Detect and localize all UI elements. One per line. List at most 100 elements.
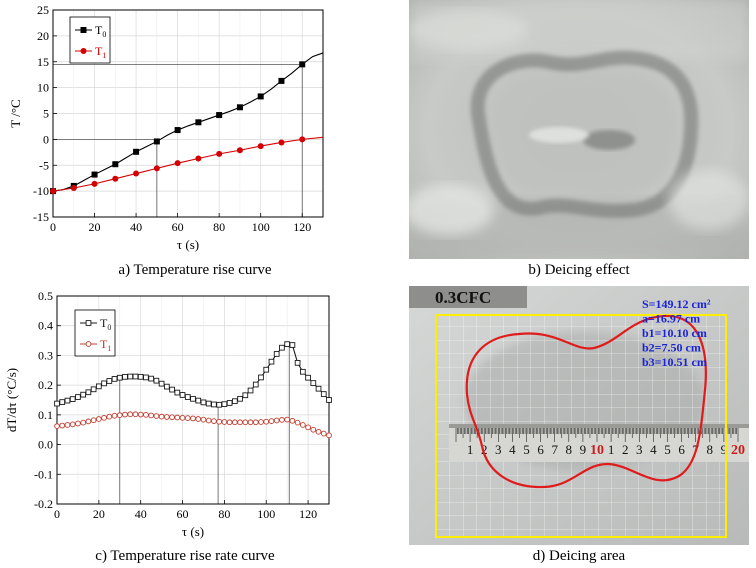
y-tick-label: 10: [37, 81, 49, 95]
data-point: [69, 396, 76, 402]
data-point: [122, 373, 128, 380]
data-point: [111, 412, 118, 419]
data-point: [80, 419, 87, 426]
data-point: [132, 411, 139, 418]
series-T1: [50, 136, 324, 195]
data-point: [273, 351, 280, 357]
legend-subscript: 0: [107, 323, 111, 332]
data-point: [91, 180, 98, 187]
data-point: [236, 104, 243, 111]
data-point: [148, 375, 155, 382]
ruler-label: 10: [590, 443, 604, 458]
sample-badge-bg: [409, 286, 527, 308]
y-tick-label: 20: [37, 29, 49, 43]
data-point: [153, 138, 160, 145]
data-point: [163, 383, 170, 390]
x-tick-label: 100: [257, 507, 275, 521]
data-point: [137, 411, 144, 418]
data-point: [258, 419, 264, 425]
data-point: [299, 136, 306, 143]
legend: T0 T1: [69, 16, 111, 64]
ruler-label: 4: [509, 442, 516, 457]
data-point: [294, 419, 301, 426]
y-tick-label: 0.3: [38, 348, 53, 362]
data-point: [75, 394, 81, 400]
data-point: [299, 61, 306, 68]
data-point: [132, 373, 139, 380]
data-point: [284, 341, 291, 347]
data-point: [247, 387, 254, 394]
x-tick-label: 120: [299, 507, 317, 521]
panel-a-chart: 0 20 40 60 80 100 120 -15 -10 -5 0 5 10 15 20 25 τ (s) T …: [0, 0, 340, 262]
legend-marker: [85, 320, 92, 326]
deicing-effect-image: [409, 0, 749, 259]
x-tick-label: 20: [93, 507, 105, 521]
data-point: [91, 171, 98, 178]
data-point: [80, 391, 87, 398]
data-point: [54, 400, 60, 407]
data-point: [70, 185, 77, 192]
data-point: [122, 411, 128, 418]
legend-box: [74, 309, 116, 357]
data-point: [294, 360, 301, 366]
data-point: [278, 139, 285, 146]
ruler-label: 1: [608, 442, 615, 457]
data-point: [289, 342, 296, 348]
data-point: [279, 344, 285, 351]
ruler-label: 6: [537, 442, 544, 457]
x-tick-label: 60: [177, 507, 189, 521]
series-line: [52, 136, 324, 192]
data-point: [190, 395, 196, 402]
y-tick-label: -5: [39, 158, 49, 172]
data-point: [64, 397, 71, 404]
area-stat: b1=10.10 cm: [642, 326, 707, 340]
ruler-label: 2: [481, 442, 488, 457]
area-stat: b3=10.51 cm: [642, 355, 707, 369]
data-point: [137, 373, 144, 380]
x-tick-label: 40: [135, 507, 147, 521]
data-point: [148, 412, 155, 419]
ruler-label: 7: [551, 442, 558, 457]
data-point: [90, 417, 97, 424]
data-point: [326, 397, 332, 403]
x-tick-label: 120: [293, 220, 311, 234]
data-point: [116, 374, 123, 381]
legend-box: [69, 16, 111, 64]
panel-c-chart: 0 20 40 60 80 100 120 -0.2 -0.1 0.0 0.1 0.2 0.3 0.4 0.…: [0, 282, 340, 546]
x-axis-label: τ (s): [182, 524, 204, 539]
ruler-label: 1: [467, 442, 474, 457]
ruler-label: 2: [622, 442, 629, 457]
x-tick-label: 20: [89, 220, 101, 234]
data-point: [95, 383, 102, 390]
data-point: [273, 417, 280, 424]
data-point: [299, 422, 306, 428]
data-point: [190, 415, 196, 422]
data-point: [237, 395, 243, 402]
data-point: [153, 165, 160, 172]
data-point: [153, 377, 160, 384]
data-point: [252, 419, 259, 426]
y-tick-label: -10: [33, 184, 49, 198]
data-point: [143, 374, 149, 381]
y-axis-label: T /°C: [8, 99, 23, 127]
data-point: [310, 380, 317, 386]
data-point: [242, 392, 249, 399]
data-point: [90, 386, 97, 393]
legend-marker: [85, 341, 92, 347]
y-tick-label: 15: [37, 55, 49, 69]
data-point: [305, 424, 311, 431]
data-point: [158, 413, 165, 420]
data-point: [320, 391, 327, 397]
y-tick-label: 0: [43, 132, 49, 146]
caption-d: d) Deicing area: [532, 548, 626, 564]
data-point: [226, 419, 233, 426]
data-point: [289, 417, 296, 424]
y-tick-label: 0.0: [38, 438, 53, 452]
series-T0: [54, 341, 332, 408]
data-point: [320, 430, 327, 437]
data-point: [195, 397, 202, 404]
data-point: [179, 414, 186, 421]
caption-b: b) Deicing effect: [528, 262, 630, 278]
